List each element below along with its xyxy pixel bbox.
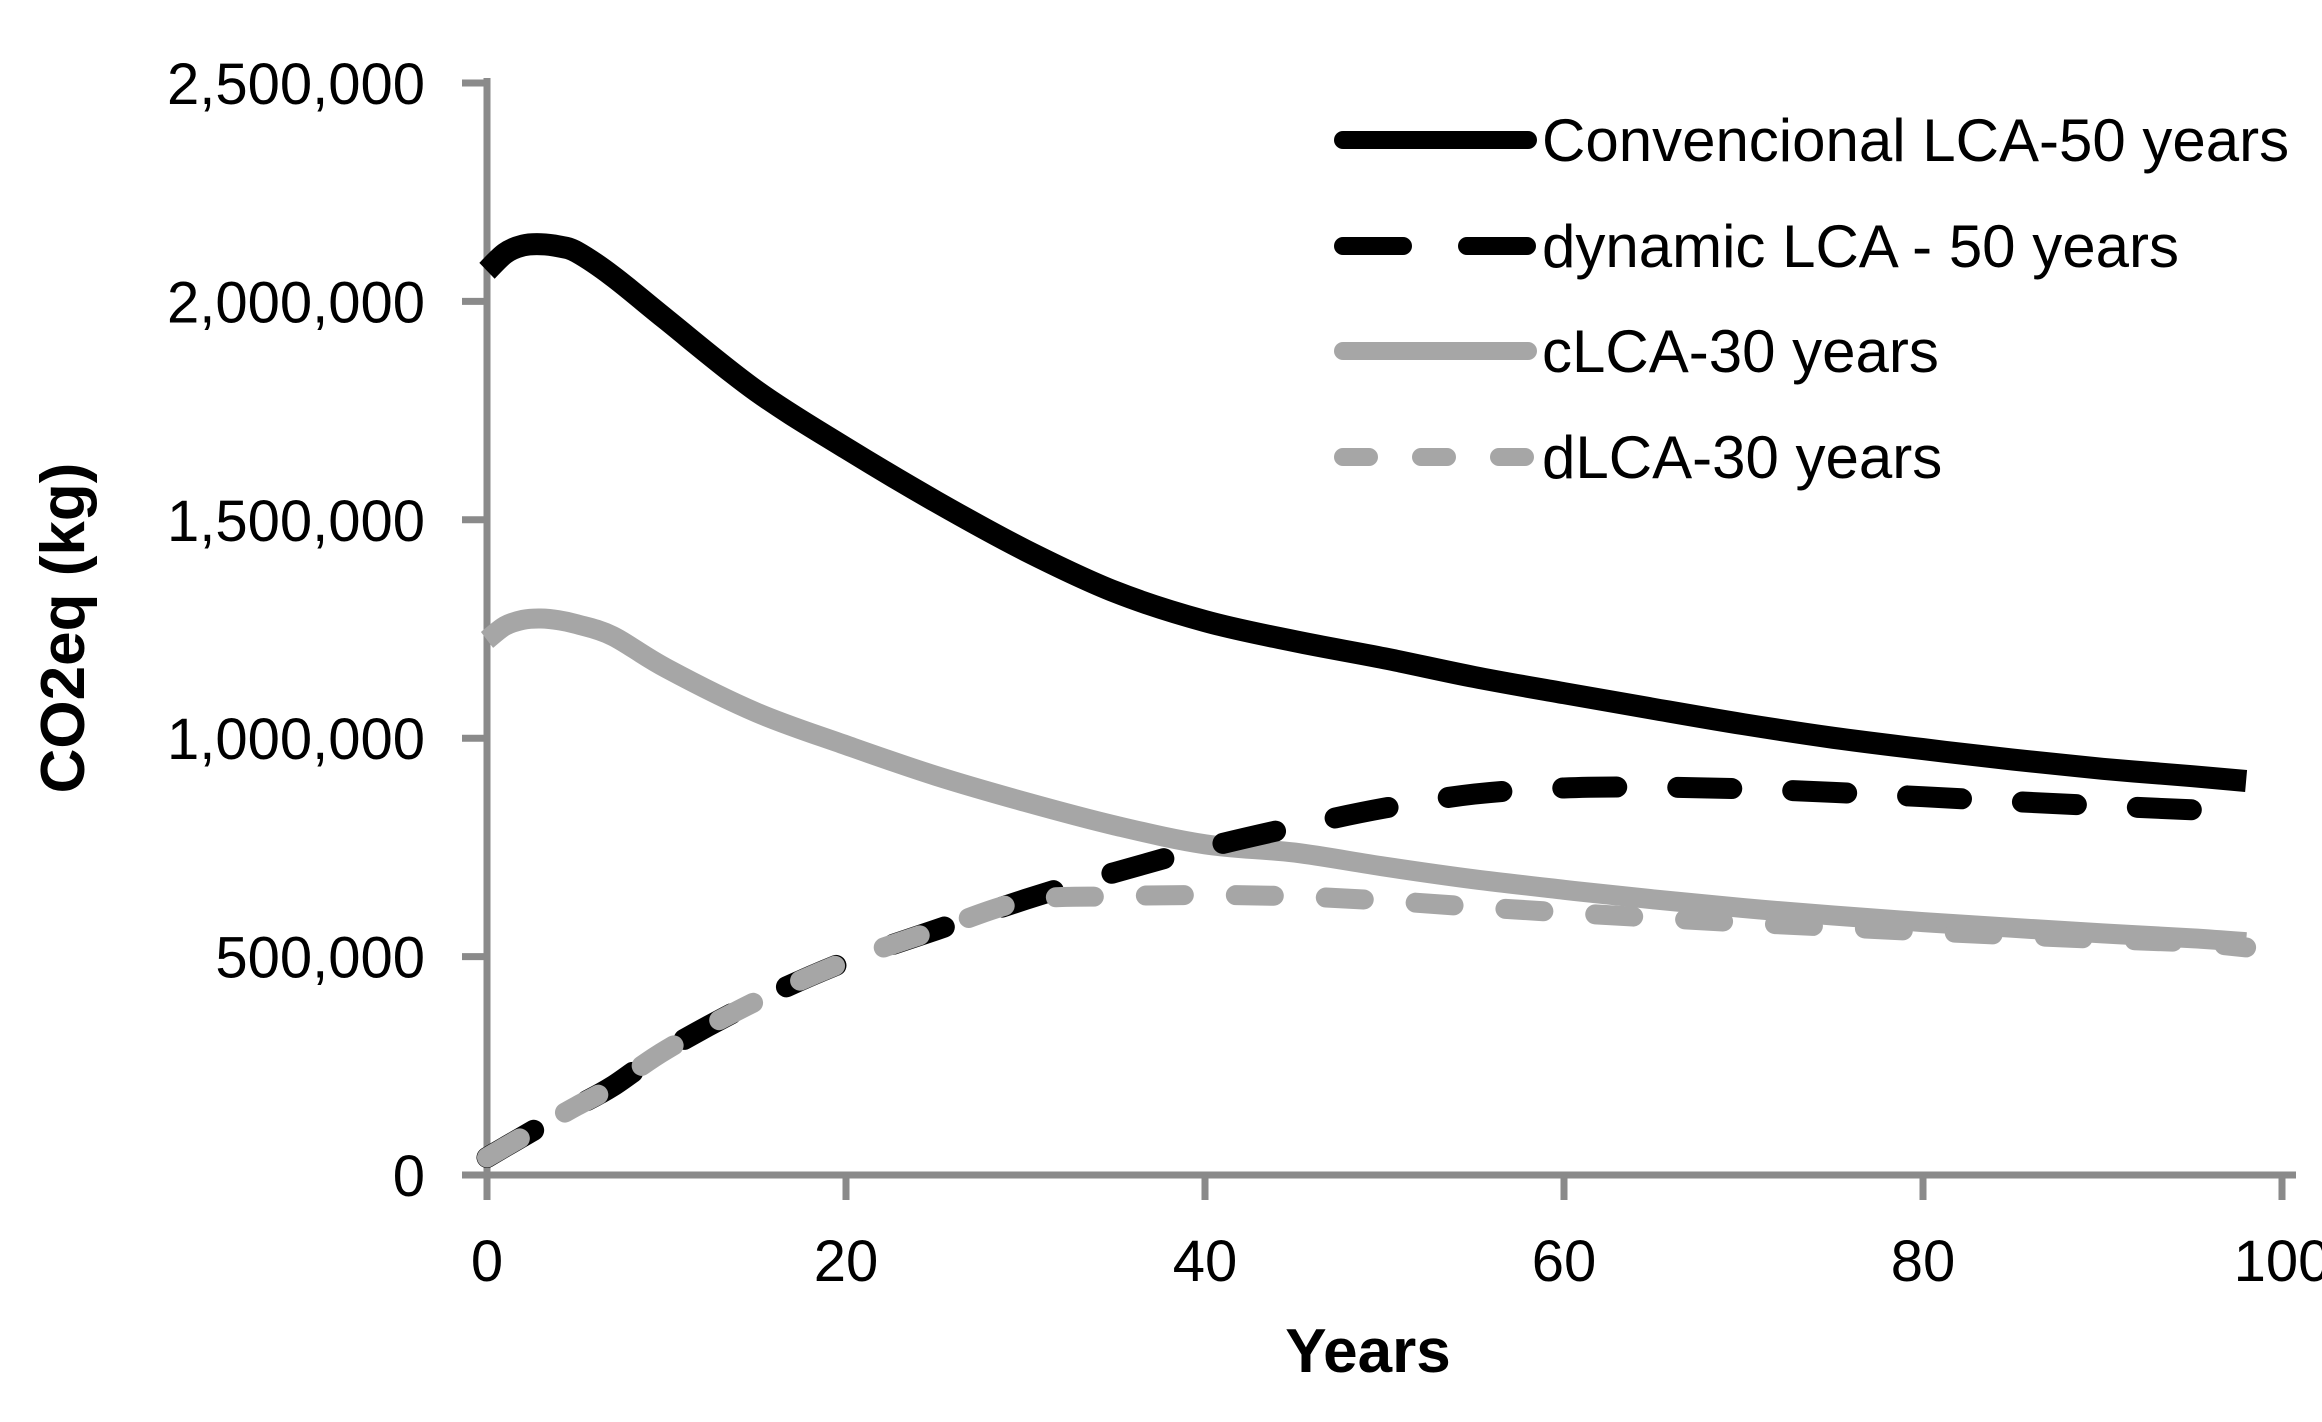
- x-tick-label: 20: [814, 1229, 879, 1294]
- x-tick-label: 80: [1891, 1229, 1956, 1294]
- tick-labels: 0 500,000 1,000,000 1,500,000 2,000,000 2,500…: [167, 52, 2322, 1294]
- legend-item-clca-30-years: cLCA-30 years: [1334, 318, 1939, 385]
- legend: Convencional LCA-50 years dynamic LCA - 5…: [1334, 107, 2289, 491]
- series-line-dynamic-lca-50-years: [476, 776, 2257, 1168]
- y-tick-label: 500,000: [215, 926, 425, 991]
- series-line-convencional-lca-50-years: [479, 233, 2248, 792]
- y-tick-label: 0: [393, 1144, 425, 1209]
- legend-label-dynamic-lca-50-years: dynamic LCA - 50 years: [1542, 213, 2179, 280]
- x-tick-label: 0: [471, 1229, 503, 1294]
- y-tick-label: 1,500,000: [167, 489, 425, 554]
- y-axis-title: CO2eq (kg): [29, 463, 98, 794]
- x-axis-title: Years: [1285, 1317, 1451, 1386]
- y-tick-label: 1,000,000: [167, 707, 425, 772]
- series-line-dlca-30-years: [477, 885, 2257, 1168]
- series-lines: [476, 233, 2257, 1168]
- y-tick-label: 2,000,000: [167, 270, 425, 335]
- x-tick-label: 100: [2234, 1229, 2322, 1294]
- legend-item-dynamic-lca-50-years: dynamic LCA - 50 years: [1334, 213, 2179, 280]
- y-tick-label: 2,500,000: [167, 52, 425, 117]
- legend-item-dlca-30-years: dLCA-30 years: [1334, 424, 1942, 491]
- legend-label-dlca-30-years: dLCA-30 years: [1542, 424, 1942, 491]
- legend-item-convencional-lca-50-years: Convencional LCA-50 years: [1334, 107, 2289, 174]
- x-tick-label: 60: [1532, 1229, 1597, 1294]
- series-line-clca-30-years: [480, 608, 2247, 953]
- x-tick-label: 40: [1173, 1229, 1238, 1294]
- legend-label-convencional-lca-50-years: Convencional LCA-50 years: [1542, 107, 2289, 174]
- legend-label-clca-30-years: cLCA-30 years: [1542, 318, 1939, 385]
